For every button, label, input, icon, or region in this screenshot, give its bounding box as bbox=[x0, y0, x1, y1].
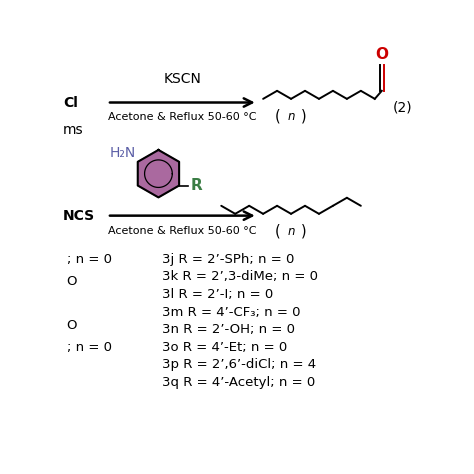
Text: O: O bbox=[375, 46, 388, 62]
Text: O: O bbox=[66, 319, 77, 332]
Text: 3m R = 4’-CF₃; n = 0: 3m R = 4’-CF₃; n = 0 bbox=[162, 306, 301, 319]
Text: 3n R = 2’-OH; n = 0: 3n R = 2’-OH; n = 0 bbox=[162, 323, 295, 336]
Text: Acetone & Reflux 50-60 °C: Acetone & Reflux 50-60 °C bbox=[108, 226, 256, 236]
Text: (: ( bbox=[275, 109, 281, 124]
Text: (2): (2) bbox=[393, 101, 412, 115]
Text: n: n bbox=[287, 225, 295, 238]
Text: 3p R = 2’,6’-diCl; n = 4: 3p R = 2’,6’-diCl; n = 4 bbox=[162, 358, 316, 371]
Text: (: ( bbox=[275, 224, 281, 239]
Text: 3l R = 2’-I; n = 0: 3l R = 2’-I; n = 0 bbox=[162, 288, 273, 301]
Text: O: O bbox=[66, 275, 77, 288]
Text: Acetone & Reflux 50-60 °C: Acetone & Reflux 50-60 °C bbox=[108, 112, 256, 122]
Text: KSCN: KSCN bbox=[164, 72, 201, 86]
Text: R: R bbox=[190, 178, 202, 193]
Text: 3o R = 4’-Et; n = 0: 3o R = 4’-Et; n = 0 bbox=[162, 340, 287, 354]
Text: 3k R = 2’,3-diMe; n = 0: 3k R = 2’,3-diMe; n = 0 bbox=[162, 271, 318, 283]
Text: n: n bbox=[287, 110, 295, 123]
Text: ms: ms bbox=[63, 123, 83, 137]
Text: ): ) bbox=[301, 224, 307, 239]
Text: ; n = 0: ; n = 0 bbox=[66, 253, 111, 266]
Text: ; n = 0: ; n = 0 bbox=[66, 340, 111, 354]
Text: 3j R = 2’-SPh; n = 0: 3j R = 2’-SPh; n = 0 bbox=[162, 253, 294, 266]
Text: H₂N: H₂N bbox=[109, 146, 136, 160]
Polygon shape bbox=[138, 150, 179, 197]
Text: ): ) bbox=[301, 109, 307, 124]
Text: 3q R = 4’-Acetyl; n = 0: 3q R = 4’-Acetyl; n = 0 bbox=[162, 375, 315, 389]
Text: NCS: NCS bbox=[63, 209, 95, 223]
Text: Cl: Cl bbox=[63, 95, 78, 109]
